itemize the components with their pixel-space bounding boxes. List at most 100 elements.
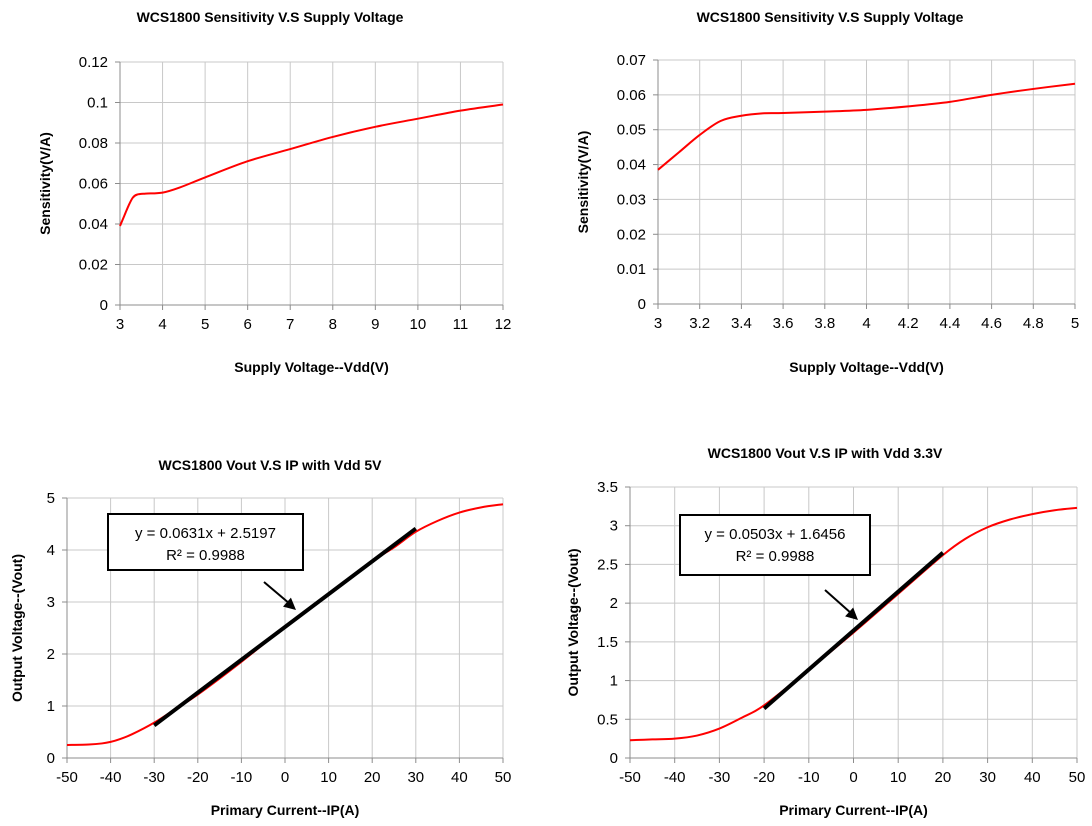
x-tick-label: -30	[143, 769, 165, 786]
x-axis-label: Supply Voltage--Vdd(V)	[789, 359, 944, 375]
equation-box	[679, 514, 871, 576]
series-line	[657, 82, 1076, 171]
trendline-equation: y = 0.0631x + 2.5197	[135, 525, 276, 542]
x-tick-label: -30	[709, 769, 731, 786]
y-tick-label: 0.08	[79, 135, 108, 152]
x-tick-label: 30	[979, 769, 996, 786]
y-tick-label: 0.02	[79, 257, 108, 274]
x-tick-label: 4	[862, 315, 870, 332]
x-tick-label: 10	[320, 769, 337, 786]
trendline	[152, 526, 418, 728]
y-tick-label: 4	[47, 542, 55, 559]
x-tick-label: 40	[451, 769, 468, 786]
x-tick-label: 3	[654, 315, 662, 332]
x-tick-label: 0	[281, 769, 289, 786]
x-tick-label: 8	[329, 316, 337, 333]
y-tick-label: 0	[610, 750, 618, 767]
y-tick-label: 0.04	[79, 216, 108, 233]
x-tick-label: 11	[453, 316, 469, 333]
x-tick-label: 6	[243, 316, 251, 333]
x-tick-label: -40	[100, 769, 122, 786]
y-tick-label: 0.06	[79, 176, 108, 193]
x-tick-label: 4.4	[939, 315, 960, 332]
chart-title: WCS1800 Sensitivity V.S Supply Voltage	[137, 9, 404, 25]
x-tick-label: 3.6	[773, 315, 794, 332]
x-tick-label: -50	[619, 769, 641, 786]
series-line	[119, 103, 504, 227]
chart-3: WCS1800 Vout V.S IP with Vdd 5V -50 -40 -30…	[9, 457, 511, 818]
chart-title: WCS1800 Vout V.S IP with Vdd 5V	[158, 457, 382, 473]
y-tick-label: 0.12	[79, 54, 108, 71]
x-tick-label: 40	[1024, 769, 1041, 786]
x-tick-label: 3.4	[731, 315, 752, 332]
x-tick-label: 20	[364, 769, 381, 786]
y-tick-label: 1	[47, 698, 55, 715]
y-tick-label: 0.04	[617, 157, 646, 174]
x-tick-label: 10	[890, 769, 907, 786]
y-tick-label: 3	[610, 518, 618, 535]
y-tick-label: 0.06	[617, 87, 646, 104]
x-tick-label: 4.6	[981, 315, 1002, 332]
y-tick-label: 0.1	[87, 95, 108, 112]
x-tick-label: 3.8	[814, 315, 835, 332]
arrow-line	[263, 581, 291, 605]
y-tick-label: 0.01	[617, 261, 646, 278]
x-tick-label: 50	[495, 769, 512, 786]
y-axis-label: Output Voltage--(Vout)	[9, 554, 25, 702]
y-tick-label: 2	[610, 595, 618, 612]
x-tick-label: 9	[371, 316, 379, 333]
chart-title: WCS1800 Sensitivity V.S Supply Voltage	[697, 9, 964, 25]
x-tick-label: 7	[286, 316, 294, 333]
chart-1: WCS1800 Sensitivity V.S Supply Voltage 3 4…	[37, 9, 511, 375]
y-tick-label: 0.5	[597, 711, 618, 728]
x-tick-label: 4	[158, 316, 166, 333]
x-tick-label: -40	[664, 769, 686, 786]
y-tick-label: 3.5	[597, 479, 618, 496]
arrow-head-icon	[283, 597, 296, 610]
y-tick-label: 2.5	[597, 556, 618, 573]
trendline	[762, 551, 945, 710]
arrow-head-icon	[845, 607, 858, 620]
x-tick-label: 5	[1071, 315, 1079, 332]
y-tick-label: 0	[638, 296, 646, 313]
trendline-r-squared: R² = 0.9988	[166, 547, 245, 564]
chart-2: WCS1800 Sensitivity V.S Supply Voltage 3 3…	[575, 9, 1079, 375]
x-axis-label: Supply Voltage--Vdd(V)	[234, 359, 389, 375]
y-tick-label: 3	[47, 594, 55, 611]
chart-4: WCS1800 Vout V.S IP with Vdd 3.3V -50 -40 -…	[565, 445, 1085, 818]
x-tick-label: -20	[187, 769, 209, 786]
y-tick-label: 0	[100, 297, 108, 314]
trendline-r-squared: R² = 0.9988	[736, 548, 815, 565]
y-tick-label: 0.02	[617, 226, 646, 243]
y-tick-label: 1.5	[597, 634, 618, 651]
chart-title: WCS1800 Vout V.S IP with Vdd 3.3V	[708, 445, 943, 461]
x-tick-label: 3	[116, 316, 124, 333]
y-tick-label: 0.05	[617, 122, 646, 139]
y-tick-label: 5	[47, 490, 55, 507]
y-tick-label: 0	[47, 750, 55, 767]
x-tick-label: 12	[495, 316, 512, 333]
x-tick-label: 30	[407, 769, 424, 786]
y-tick-label: 1	[610, 673, 618, 690]
x-tick-label: 3.2	[689, 315, 710, 332]
x-axis-label: Primary Current--IP(A)	[779, 802, 928, 818]
x-tick-label: 5	[201, 316, 209, 333]
x-tick-label: -20	[753, 769, 775, 786]
x-tick-label: 10	[410, 316, 427, 333]
x-tick-label: 4.2	[898, 315, 919, 332]
y-axis-label: Sensitivity(V/A)	[575, 131, 591, 234]
x-axis-label: Primary Current--IP(A)	[211, 802, 360, 818]
x-tick-label: 20	[935, 769, 952, 786]
y-axis-label: Output Voltage--(Vout)	[565, 549, 581, 697]
x-tick-label: -10	[231, 769, 253, 786]
equation-box	[107, 513, 304, 571]
trendline-equation: y = 0.0503x + 1.6456	[705, 526, 846, 543]
x-tick-label: -50	[56, 769, 78, 786]
y-tick-label: 2	[47, 646, 55, 663]
x-tick-label: 0	[849, 769, 857, 786]
y-axis-label: Sensitivity(V/A)	[37, 132, 53, 235]
x-tick-label: -10	[798, 769, 820, 786]
x-tick-label: 50	[1069, 769, 1086, 786]
y-tick-label: 0.07	[617, 52, 646, 69]
